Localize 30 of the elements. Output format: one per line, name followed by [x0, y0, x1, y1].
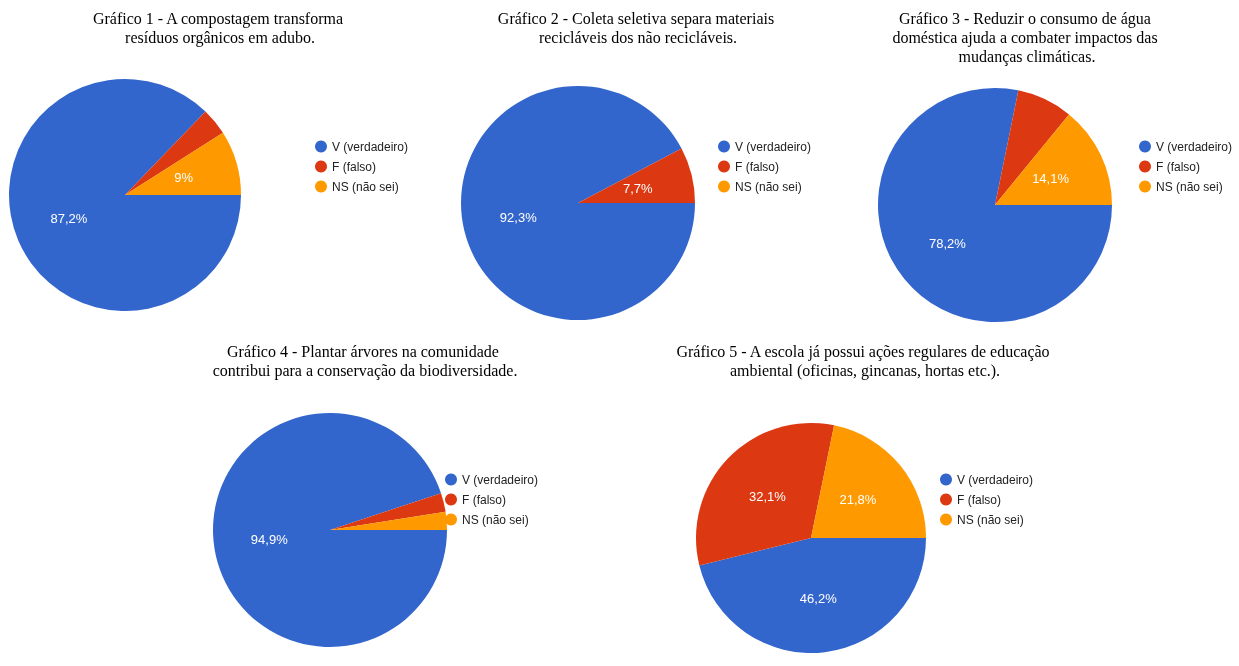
- legend-label: V (verdadeiro): [332, 139, 409, 154]
- legend-label: F (falso): [1156, 159, 1201, 174]
- data-label: 94,9%: [250, 532, 289, 548]
- legend-label: F (falso): [332, 159, 377, 174]
- chart-title: Gráfico 2 - Coleta seletiva separa materiais recicláveis dos não recicláveis.: [497, 10, 779, 46]
- chart-title: Gráfico 3 - Reduzir o consumo de água doméstica ajuda a combater impactos das mudanças climáticas.: [892, 10, 1162, 66]
- legend-label: NS (não sei): [957, 512, 1024, 527]
- chart-title: Gráfico 4 - Plantar árvores na comunidade contribui para a conservação da biodiversidade.: [212, 343, 518, 380]
- legend-label: F (falso): [735, 159, 780, 174]
- legend-label: NS (não sei): [1156, 179, 1223, 194]
- chart-title: Gráfico 1 - A compostagem transforma resíduos orgânicos em adubo.: [92, 10, 348, 47]
- legend-label: V (verdadeiro): [1156, 139, 1233, 154]
- data-label: 21,8%: [839, 492, 877, 508]
- legend-label: NS (não sei): [332, 179, 399, 194]
- legend-label: F (falso): [462, 492, 507, 507]
- data-label: 32,1%: [748, 488, 787, 504]
- data-label: 92,3%: [499, 210, 538, 226]
- data-label: 46,2%: [799, 590, 838, 606]
- legend-label: NS (não sei): [735, 179, 802, 194]
- legend-label: V (verdadeiro): [462, 472, 539, 487]
- data-label: 14,1%: [1032, 171, 1070, 187]
- data-label: 7,7%: [622, 180, 653, 196]
- legend-label: F (falso): [957, 492, 1002, 507]
- legend-label: V (verdadeiro): [735, 139, 812, 154]
- data-label: 78,2%: [928, 236, 967, 252]
- data-label: 87,2%: [50, 211, 88, 227]
- legend-label: NS (não sei): [462, 512, 529, 527]
- chart-title: Gráfico 5 - A escola já possui ações regulares de educação ambiental (oficinas, gincanas, hortas etc.).: [676, 343, 1054, 380]
- data-label: 9%: [174, 170, 194, 186]
- legend-label: V (verdadeiro): [957, 472, 1034, 487]
